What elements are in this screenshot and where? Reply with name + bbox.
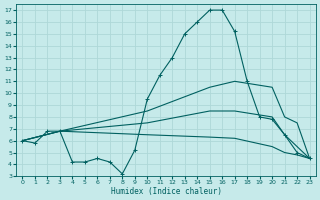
X-axis label: Humidex (Indice chaleur): Humidex (Indice chaleur) <box>110 187 221 196</box>
